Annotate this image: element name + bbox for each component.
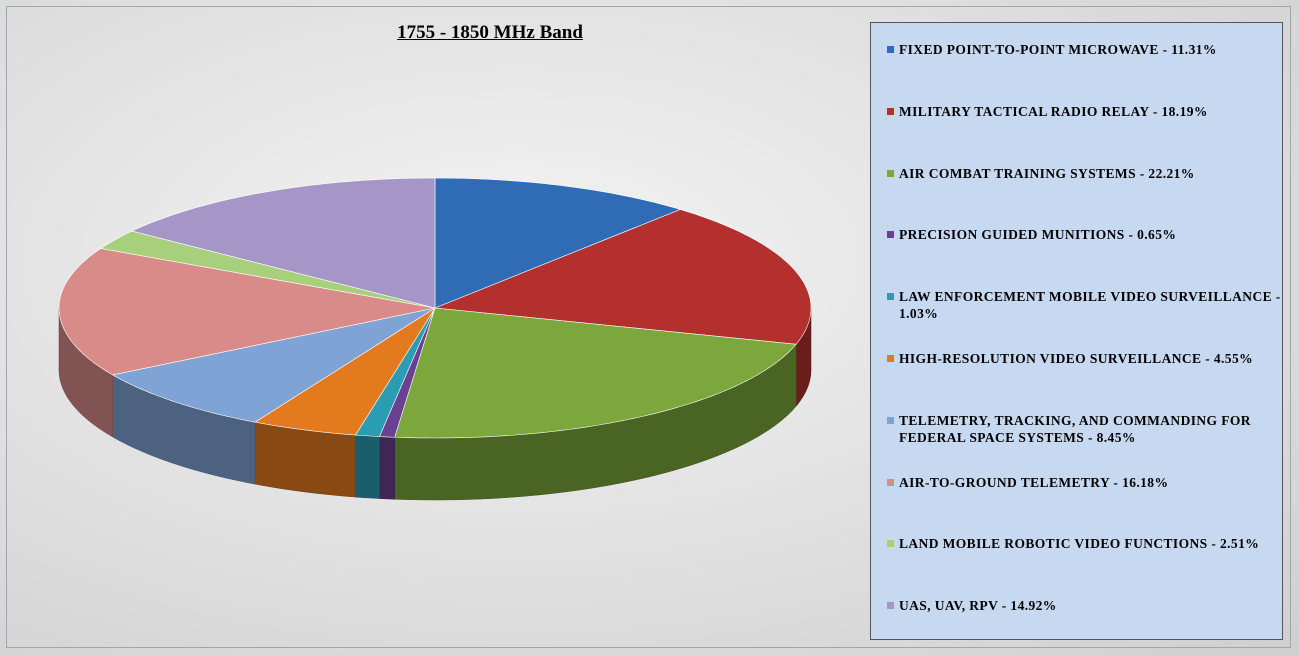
- legend-item: AIR COMBAT TRAINING SYSTEMS - 22.21%: [887, 165, 1282, 182]
- legend-label: PRECISION GUIDED MUNITIONS - 0.65%: [899, 227, 1177, 243]
- legend-swatch: [887, 540, 894, 548]
- legend-item: PRECISION GUIDED MUNITIONS - 0.65%: [887, 226, 1282, 243]
- legend-swatch: [887, 355, 894, 362]
- slice: [434, 177, 682, 309]
- legend-swatch: [887, 602, 894, 610]
- legend-swatch: [887, 293, 894, 301]
- legend-swatch: [887, 231, 894, 239]
- legend-label: LAW ENFORCEMENT MOBILE VIDEO SURVEILLANC…: [899, 289, 1281, 322]
- legend-label: UAS, UAV, RPV - 14.92%: [899, 598, 1057, 614]
- legend-label: TELEMETRY, TRACKING, AND COMMANDING FOR …: [899, 412, 1251, 445]
- legend-item: LAW ENFORCEMENT MOBILE VIDEO SURVEILLANC…: [887, 288, 1282, 322]
- legend-label: AIR COMBAT TRAINING SYSTEMS - 22.21%: [899, 165, 1195, 181]
- legend-label: AIR-TO-GROUND TELEMETRY - 16.18%: [899, 474, 1169, 490]
- legend-swatch: [887, 478, 894, 486]
- legend-swatch: [887, 107, 894, 115]
- slice: [434, 209, 812, 345]
- legend-swatch: [887, 169, 894, 177]
- legend-item: AIR-TO-GROUND TELEMETRY - 16.18%: [887, 474, 1282, 491]
- slice: [254, 307, 436, 436]
- legend-label: FIXED POINT-TO-POINT MICROWAVE - 11.31%: [899, 42, 1217, 57]
- legend-label: HIGH-RESOLUTION VIDEO SURVEILLANCE - 4.5…: [899, 351, 1254, 366]
- chart-title: 1755 - 1850 MHz Band: [397, 22, 583, 43]
- legend-item: HIGH-RESOLUTION VIDEO SURVEILLANCE - 4.5…: [887, 350, 1282, 367]
- legend-swatch: [887, 46, 894, 53]
- slice: [58, 248, 436, 376]
- legend-item: MILITARY TACTICAL RADIO RELAY - 18.19%: [887, 103, 1282, 120]
- slice-side: [379, 436, 395, 500]
- pie-area: [58, 177, 812, 501]
- legend-item: LAND MOBILE ROBOTIC VIDEO FUNCTIONS - 2.…: [887, 535, 1282, 552]
- slice-side: [355, 434, 380, 499]
- legend-swatch: [887, 416, 894, 424]
- legend-label: LAND MOBILE ROBOTIC VIDEO FUNCTIONS - 2.…: [899, 536, 1260, 552]
- legend-label: MILITARY TACTICAL RADIO RELAY - 18.19%: [899, 103, 1208, 119]
- legend-item: TELEMETRY, TRACKING, AND COMMANDING FOR …: [887, 412, 1282, 446]
- slice: [394, 307, 797, 439]
- slice: [111, 307, 436, 423]
- slice: [99, 230, 436, 309]
- legend-item: FIXED POINT-TO-POINT MICROWAVE - 11.31%: [887, 41, 1282, 58]
- frame: [6, 6, 1291, 648]
- legend-item: UAS, UAV, RPV - 14.92%: [887, 597, 1282, 614]
- legend: FIXED POINT-TO-POINT MICROWAVE - 11.31% M…: [870, 22, 1283, 640]
- slice: [131, 177, 436, 309]
